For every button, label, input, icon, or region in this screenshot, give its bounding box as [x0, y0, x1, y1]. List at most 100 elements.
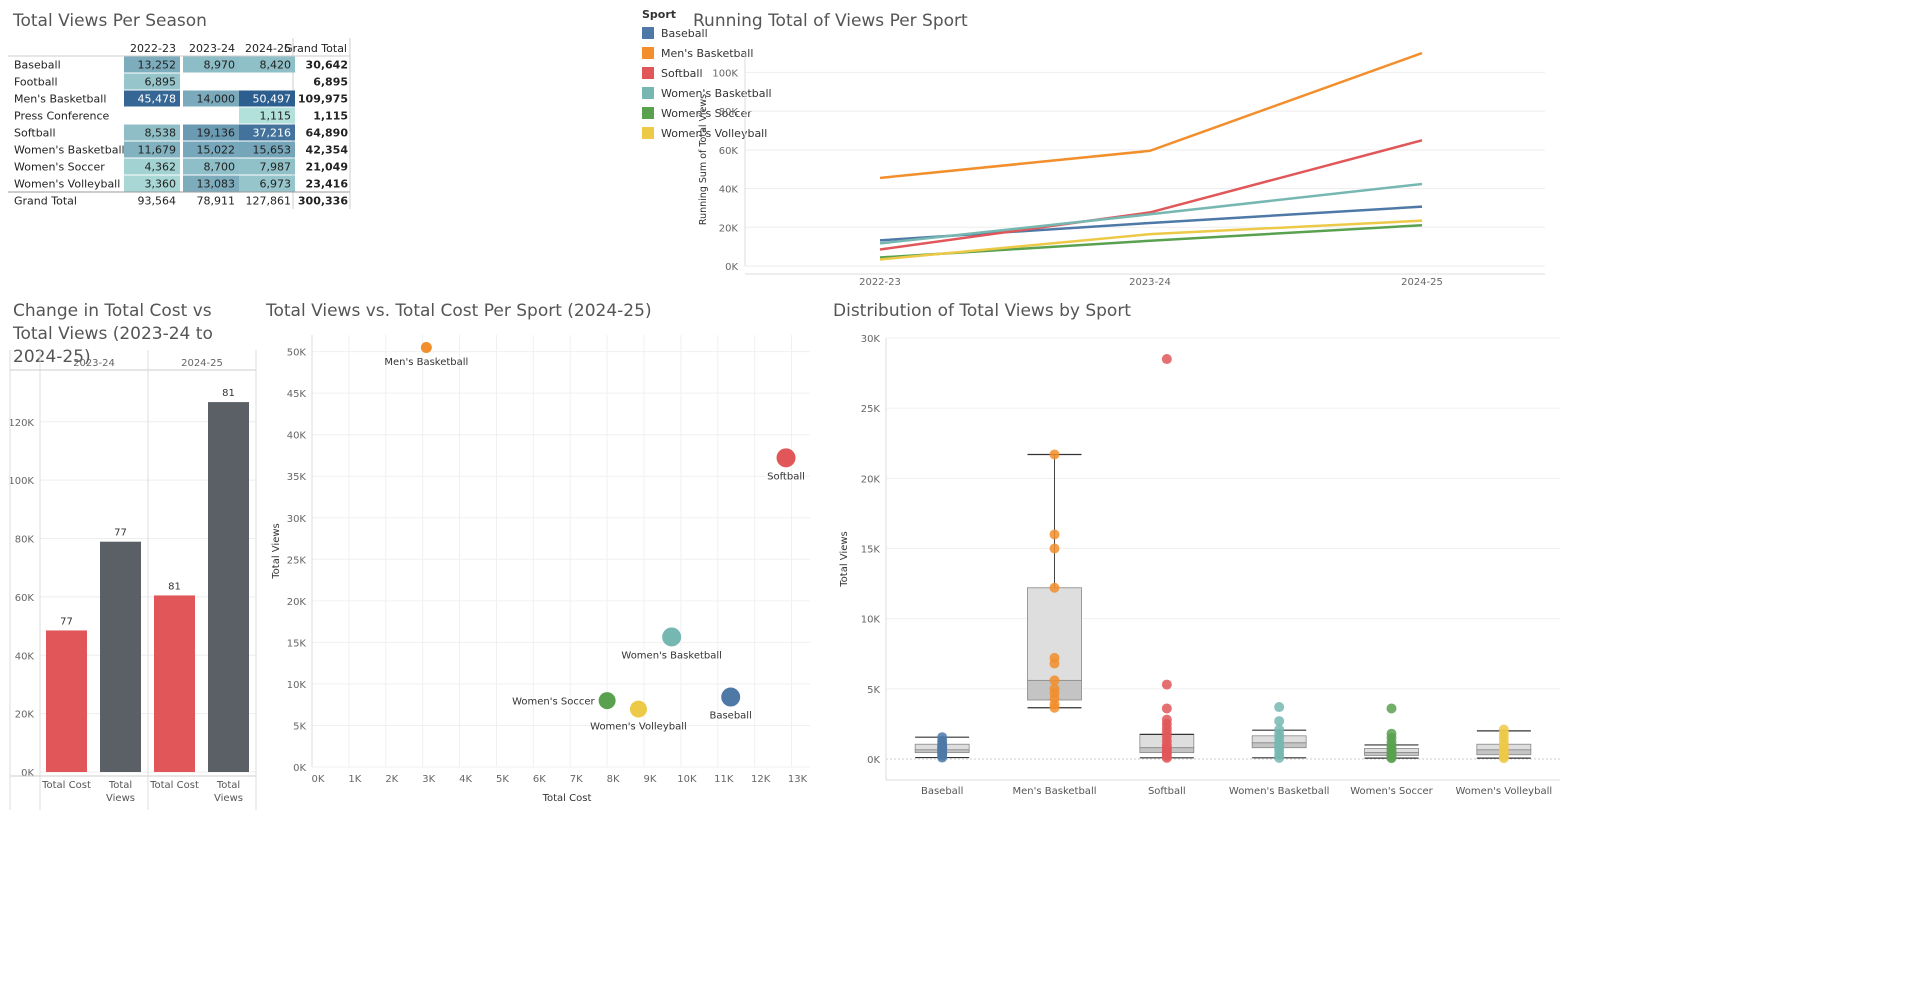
y-tick-label: 20K — [719, 223, 739, 234]
y-tick-label: 40K — [287, 431, 307, 442]
x-tick-label: Men's Basketball — [1013, 786, 1097, 797]
row-label: Women's Soccer — [14, 161, 105, 174]
data-point — [1049, 675, 1060, 686]
table-title: Total Views Per Season — [13, 11, 207, 31]
legend-item[interactable]: Baseball — [642, 23, 772, 43]
grand-total-value: 78,911 — [197, 195, 236, 208]
cell-value: 6,973 — [260, 178, 292, 191]
row-total: 109,975 — [298, 93, 348, 106]
x-tick-label: 13K — [788, 774, 808, 785]
legend-item[interactable]: Women's Basketball — [642, 83, 772, 103]
legend-swatch — [642, 87, 654, 99]
legend-label: Women's Volleyball — [661, 126, 768, 140]
data-point — [1049, 652, 1060, 663]
data-point — [1274, 702, 1285, 713]
views-vs-cost-scatter[interactable]: 0K 1K 2K 3K 4K 5K 6K 7K 8K 9K 10K 11K 12K 13K 0K 5K 10K 1… — [262, 325, 817, 815]
y-tick-label: 20K — [861, 474, 881, 485]
cell-value: 37,216 — [253, 127, 292, 140]
series-line — [879, 51, 1423, 180]
x-tick-label: Women's Basketball — [1229, 786, 1330, 797]
row-total: 30,642 — [306, 59, 348, 72]
y-tick-label: 40K — [719, 185, 739, 196]
column-header: Grand Total — [284, 42, 347, 55]
cell-value: 6,895 — [145, 76, 177, 89]
y-tick-label: 15K — [861, 544, 881, 555]
y-tick-label: 40K — [15, 651, 35, 662]
x-tick-label: 10K — [677, 774, 697, 785]
legend-item[interactable]: Women's Soccer — [642, 103, 772, 123]
y-tick-label: 60K — [719, 146, 739, 157]
heat-cell — [124, 73, 180, 90]
bar — [154, 595, 195, 772]
heat-cell — [124, 141, 180, 158]
row-label: Baseball — [14, 59, 61, 72]
y-tick-label: 30K — [287, 514, 307, 525]
sport-legend[interactable]: Sport Baseball Men's Basketball Softball Wo… — [642, 8, 772, 143]
cell-value: 8,420 — [260, 59, 292, 72]
cost-vs-views-bar-chart[interactable]: 0K 20K 40K 60K 80K 100K 120K 2023-24 77 Total Cos… — [0, 345, 262, 815]
y-tick-label: 15K — [287, 638, 307, 649]
cell-value: 1,115 — [260, 110, 292, 123]
y-axis-title: Running Sum of Total Views — [698, 94, 709, 225]
data-point — [937, 732, 948, 743]
row-label: Women's Basketball — [14, 144, 125, 157]
y-tick-label: 25K — [861, 404, 881, 415]
y-tick-label: 20K — [287, 597, 307, 608]
data-point — [1049, 449, 1060, 460]
x-tick-label: 2024-25 — [1401, 277, 1443, 288]
point-label: Men's Basketball — [384, 357, 468, 368]
legend-item[interactable]: Softball — [642, 63, 772, 83]
data-point — [1161, 354, 1172, 365]
scatter-point — [721, 687, 741, 707]
cell-value: 19,136 — [197, 127, 236, 140]
x-axis-title: Total Cost — [542, 793, 592, 804]
row-label: Press Conference — [14, 110, 110, 123]
row-total: 64,890 — [306, 127, 349, 140]
legend-item[interactable]: Men's Basketball — [642, 43, 772, 63]
x-tick-label: Views — [106, 793, 135, 804]
row-label: Women's Volleyball — [14, 178, 120, 191]
data-point — [1161, 703, 1172, 714]
point-label: Baseball — [709, 711, 751, 722]
x-tick-label: Total Cost — [149, 780, 199, 791]
heat-cell — [183, 175, 239, 192]
x-tick-label: Women's Soccer — [1350, 786, 1433, 797]
legend-swatch — [642, 127, 654, 139]
x-tick-label: 9K — [644, 774, 657, 785]
running-total-chart[interactable]: 0K 20K 40K 60K 80K 100K 2022-23 2023-24 2024-25 R… — [690, 38, 1570, 296]
y-axis-title: Total Views — [271, 523, 282, 579]
x-tick-label: Baseball — [921, 786, 963, 797]
change-title: Change in Total Cost vs Total Views (202… — [13, 301, 213, 367]
views-distribution-boxplot[interactable]: 0K 5K 10K 15K 20K 25K 30K Total Views Baseball Me… — [830, 325, 1570, 815]
x-tick-label: 3K — [422, 774, 435, 785]
data-point — [1274, 724, 1285, 735]
legend-title: Sport — [642, 8, 677, 21]
cell-value: 15,022 — [197, 144, 236, 157]
heat-cell — [124, 90, 180, 107]
grand-total-value: 93,564 — [138, 195, 177, 208]
data-point — [1386, 728, 1397, 739]
data-point — [1386, 703, 1397, 714]
x-tick-label: 6K — [533, 774, 546, 785]
column-header: 2023-24 — [189, 42, 235, 55]
x-tick-label: Views — [214, 793, 243, 804]
bar — [100, 541, 141, 772]
row-total: 23,416 — [306, 178, 349, 191]
row-label: Softball — [14, 127, 56, 140]
y-axis-title: Total Views — [839, 531, 850, 587]
y-tick-label: 45K — [287, 389, 307, 400]
heat-cell — [124, 56, 180, 73]
data-point — [1049, 683, 1060, 694]
x-tick-label: Softball — [1148, 786, 1186, 797]
heat-cell — [239, 124, 295, 141]
cell-value: 50,497 — [253, 93, 292, 106]
x-tick-label: Women's Volleyball — [1456, 786, 1553, 797]
cell-value: 45,478 — [138, 93, 177, 106]
y-tick-label: 35K — [287, 472, 307, 483]
data-point — [1049, 543, 1060, 554]
x-tick-label: 12K — [751, 774, 771, 785]
cell-value: 8,970 — [204, 59, 236, 72]
bar-data-label: 77 — [60, 616, 73, 627]
legend-item[interactable]: Women's Volleyball — [642, 123, 772, 143]
